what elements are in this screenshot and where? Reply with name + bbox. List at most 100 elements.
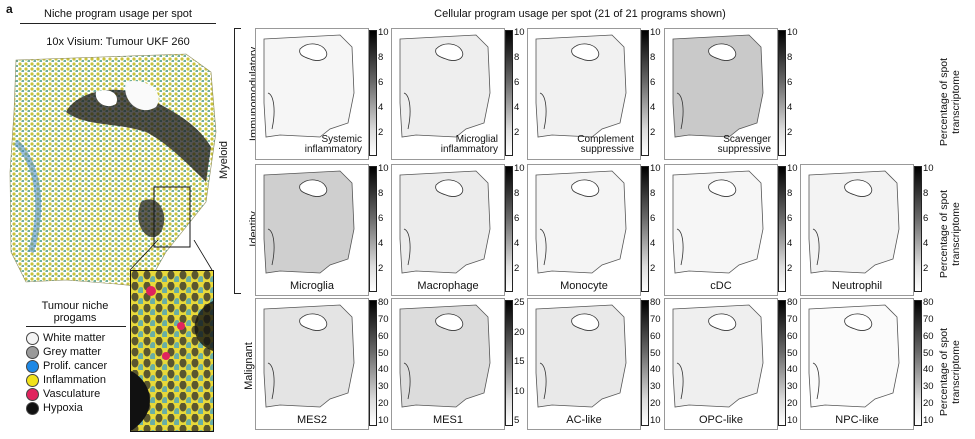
colorbar-tick-label: 4 bbox=[378, 238, 384, 249]
program-label: AC-like bbox=[566, 414, 602, 426]
colorbar bbox=[778, 30, 786, 156]
program-label-line2: suppressive bbox=[717, 144, 771, 155]
colorbar-tick-label: 2 bbox=[787, 263, 793, 274]
colorbar-ticks: 10 8 6 4 2 bbox=[514, 28, 530, 158]
legend-rule bbox=[26, 326, 126, 327]
colorbar-tick-label: 20 bbox=[514, 326, 525, 338]
program-label: MES1 bbox=[433, 414, 463, 426]
colorbar-tick-label: 6 bbox=[650, 213, 656, 224]
colorbar-tick-label: 10 bbox=[514, 27, 525, 38]
colorbar-tick-label: 6 bbox=[514, 77, 520, 88]
colorbar-tick-label: 10 bbox=[514, 385, 525, 397]
program-panel: cDC bbox=[664, 164, 778, 296]
program-label: cDC bbox=[710, 280, 732, 292]
colorbar-ticks: 10 8 6 4 2 bbox=[787, 164, 803, 294]
tissue-map bbox=[669, 169, 765, 277]
program-label: MES2 bbox=[297, 414, 327, 426]
colorbar-tick-label: 10 bbox=[378, 163, 389, 174]
colorbar-tick-label: 70 bbox=[378, 313, 389, 325]
program-panel: Neutrophil bbox=[800, 164, 914, 296]
left-subtitle: 10x Visium: Tumour UKF 260 bbox=[46, 36, 190, 48]
colorbar-tick-label: 6 bbox=[378, 77, 384, 88]
legend-label: Hypoxia bbox=[43, 402, 83, 414]
program-label-line2: inflammatory bbox=[440, 144, 498, 155]
legend-label: Grey matter bbox=[43, 346, 102, 358]
zoom-connector-lines bbox=[129, 240, 213, 271]
tissue-map bbox=[532, 169, 628, 277]
program-panel: OPC-like bbox=[664, 298, 778, 430]
legend-swatch-vasculature bbox=[26, 388, 39, 401]
program-panel: Systemic inflammatory bbox=[255, 28, 369, 160]
colorbar-tick-label: 30 bbox=[923, 381, 934, 393]
colorbar-ticks: 10 8 6 4 2 bbox=[378, 164, 394, 294]
colorbar-tick-label: 6 bbox=[787, 77, 793, 88]
colorbar-tick-label: 10 bbox=[650, 27, 661, 38]
colorbar-tick-label: 60 bbox=[650, 330, 661, 342]
program-panel: Scavenger suppressive bbox=[664, 28, 778, 160]
program-panel: Microglia bbox=[255, 164, 369, 296]
program-label: Complement suppressive bbox=[577, 135, 634, 155]
colorbar-tick-label: 8 bbox=[787, 188, 793, 199]
legend-item: White matter bbox=[26, 332, 105, 345]
colorbar-tick-label: 2 bbox=[378, 127, 384, 138]
tissue-map bbox=[396, 169, 492, 277]
legend-label: Inflammation bbox=[43, 374, 106, 386]
legend: White matter Grey matter Prolif. cancer … bbox=[26, 332, 131, 422]
program-panel: MES2 bbox=[255, 298, 369, 430]
colorbar-tick-label: 2 bbox=[514, 263, 520, 274]
colorbar-tick-label: 8 bbox=[514, 52, 520, 63]
colorbar-tick-label: 8 bbox=[650, 188, 656, 199]
left-title-rule bbox=[20, 23, 216, 24]
colorbar-tick-label: 6 bbox=[650, 77, 656, 88]
colorbar bbox=[505, 30, 513, 156]
tissue-map bbox=[396, 33, 492, 141]
colorbar-tick-label: 60 bbox=[378, 330, 389, 342]
colorbar-tick-label: 2 bbox=[650, 127, 656, 138]
legend-item: Prolif. cancer bbox=[26, 360, 107, 373]
legend-title-line1: Tumour niche bbox=[41, 300, 109, 312]
program-panel: NPC-like bbox=[800, 298, 914, 430]
legend-swatch-grey-matter bbox=[26, 346, 39, 359]
colorbar-ticks: 10 8 6 4 2 bbox=[514, 164, 530, 294]
colorbar-tick-label: 20 bbox=[650, 398, 661, 410]
colorbar-tick-label: 10 bbox=[787, 27, 798, 38]
colorbar-tick-label: 2 bbox=[787, 127, 793, 138]
colorbar bbox=[505, 300, 513, 426]
colorbar-tick-label: 50 bbox=[923, 347, 934, 359]
colorbar-tick-label: 40 bbox=[923, 364, 934, 376]
colorbar-ticks: 80 70 60 50 40 30 20 10 bbox=[787, 298, 803, 428]
legend-swatch-hypoxia bbox=[26, 402, 39, 415]
colorbar-ticks: 80 70 60 50 40 30 20 10 bbox=[378, 298, 394, 428]
colorbar bbox=[914, 166, 922, 292]
colorbar-tick-label: 8 bbox=[787, 52, 793, 63]
tissue-map bbox=[805, 169, 901, 277]
legend-title-line2: progams bbox=[53, 312, 97, 324]
colorbar-tick-label: 60 bbox=[787, 330, 798, 342]
legend-label: White matter bbox=[43, 332, 106, 344]
program-label: Microglial inflammatory bbox=[441, 135, 498, 155]
program-label: NPC-like bbox=[835, 414, 879, 426]
colorbar-tick-label: 30 bbox=[650, 381, 661, 393]
program-label-line1: Microglial bbox=[455, 134, 498, 145]
legend-item: Hypoxia bbox=[26, 402, 83, 415]
colorbar-tick-label: 5 bbox=[514, 415, 520, 426]
tissue-map bbox=[260, 169, 356, 277]
program-label: Microglia bbox=[289, 280, 334, 292]
program-label: Neutrophil bbox=[831, 280, 883, 292]
program-panel: Microglial inflammatory bbox=[391, 28, 505, 160]
tissue-map bbox=[805, 303, 901, 411]
tissue-map bbox=[260, 303, 356, 411]
colorbar-tick-label: 40 bbox=[787, 364, 798, 376]
program-panel: AC-like bbox=[527, 298, 641, 430]
legend-label: Vasculature bbox=[43, 388, 101, 400]
program-label-line1: Systemic bbox=[321, 134, 362, 145]
colorbar-tick-label: 10 bbox=[378, 415, 389, 426]
colorbar-tick-label: 20 bbox=[787, 398, 798, 410]
colorbar bbox=[914, 300, 922, 426]
colorbar bbox=[369, 166, 377, 292]
colorbar-tick-label: 80 bbox=[923, 297, 934, 308]
program-label: OPC-like bbox=[698, 414, 743, 426]
program-label-line1: Scavenger bbox=[723, 134, 771, 145]
tissue-map bbox=[532, 303, 628, 411]
